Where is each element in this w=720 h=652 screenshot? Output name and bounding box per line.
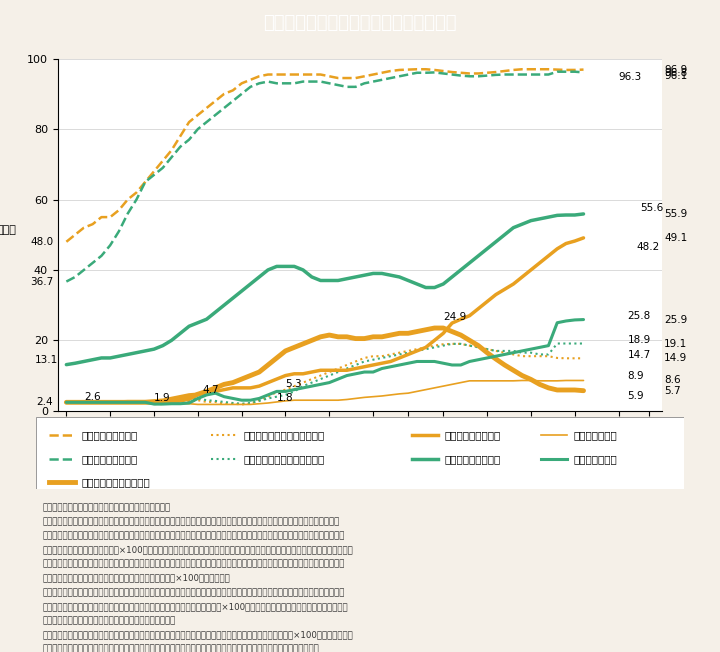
Text: 大学院（女子）: 大学院（女子） — [574, 430, 618, 440]
Text: 96.8: 96.8 — [664, 68, 688, 78]
Text: 18.9: 18.9 — [627, 335, 651, 346]
Text: 24.9: 24.9 — [444, 312, 467, 323]
Text: 5.3: 5.3 — [286, 379, 302, 389]
Text: 4.7: 4.7 — [202, 385, 219, 394]
Text: 5.9: 5.9 — [627, 391, 644, 401]
Text: ／「３年前の中学卒業者及び中等教育学校前期課程修了者数」×100により算出。ただし，入学者には，大学又は: ／「３年前の中学卒業者及び中等教育学校前期課程修了者数」×100により算出。ただ… — [42, 602, 348, 611]
Text: 8.6: 8.6 — [664, 376, 681, 385]
Text: 短期大学の通信制への入学者を含まない。: 短期大学の通信制への入学者を含まない。 — [42, 616, 176, 625]
Text: 96.1: 96.1 — [664, 71, 688, 81]
Text: （備考）　１．文部科学省「学校基本調査」より作成。: （備考） １．文部科学省「学校基本調査」より作成。 — [42, 503, 171, 512]
Text: ３．専修学校（専門課程）進学率は，「専修学校（専門課程）入学者数（過年度高卒者等を含む。）」／「３年前の中学: ３．専修学校（専門課程）進学率は，「専修学校（専門課程）入学者数（過年度高卒者等… — [42, 559, 345, 569]
Text: 短期大学（本科，女子）: 短期大学（本科，女子） — [81, 477, 150, 487]
Text: 大学（学部，男子）: 大学（学部，男子） — [444, 454, 500, 464]
Text: 2.4: 2.4 — [37, 397, 53, 408]
Text: 36.7: 36.7 — [30, 276, 53, 286]
Text: ２．高等学校等への進学率は，「高等学校，中等教育学校後期課程及び特別支援学校高等部の本科・別科並びに高等専: ２．高等学校等への進学率は，「高等学校，中等教育学校後期課程及び特別支援学校高等… — [42, 518, 340, 526]
Text: 55.9: 55.9 — [664, 209, 688, 219]
Text: 2.6: 2.6 — [84, 393, 101, 402]
Text: 1.8: 1.8 — [276, 393, 293, 404]
Text: 専修学校（専門課程，女子）: 専修学校（専門課程，女子） — [243, 430, 325, 440]
Text: 高等学校等（男子）: 高等学校等（男子） — [81, 454, 138, 464]
Text: 19.1: 19.1 — [664, 338, 688, 349]
Text: ４．大学（学部）及び短期大学（本科）進学率は，「大学学部（短期大学本科）入学者数（過年度高卒者等を含む。）」: ４．大学（学部）及び短期大学（本科）進学率は，「大学学部（短期大学本科）入学者数… — [42, 588, 345, 597]
Text: 8.9: 8.9 — [627, 370, 644, 381]
Text: 卒業者及び中等教育学校前期課程修了者」×100により算出。: 卒業者及び中等教育学校前期課程修了者」×100により算出。 — [42, 574, 230, 583]
Text: 大学（学部，女子）: 大学（学部，女子） — [444, 430, 500, 440]
Text: 高等学校等（女子）: 高等学校等（女子） — [81, 430, 138, 440]
Text: 13.1: 13.1 — [35, 355, 58, 364]
Text: 14.7: 14.7 — [627, 350, 651, 360]
Text: 1.9: 1.9 — [154, 393, 171, 404]
FancyBboxPatch shape — [36, 417, 684, 489]
Text: 前期課程修了者」×100により算出。ただし，進学者には，高等学校の通信制課程（本科）への進学者を含まない。: 前期課程修了者」×100により算出。ただし，進学者には，高等学校の通信制課程（本… — [42, 546, 354, 555]
Text: 96.9: 96.9 — [664, 65, 688, 74]
Text: 14.9: 14.9 — [664, 353, 688, 363]
Text: 48.0: 48.0 — [30, 237, 53, 246]
Text: 25.9: 25.9 — [664, 314, 688, 325]
Y-axis label: （％）: （％） — [0, 225, 16, 235]
Text: 48.2: 48.2 — [636, 242, 660, 252]
Text: 大学院（男子）: 大学院（男子） — [574, 454, 618, 464]
Text: 25.8: 25.8 — [627, 312, 651, 321]
Text: 96.3: 96.3 — [618, 72, 642, 82]
Text: 49.1: 49.1 — [664, 233, 688, 243]
Text: 学部，歯学部は博士課程への進学者。）。ただし，進学者には，大学院の通信制への進学者を含まない。: 学部，歯学部は博士課程への進学者。）。ただし，進学者には，大学院の通信制への進学… — [42, 644, 320, 652]
Text: 門学校に進学した者（就職進学した者を含み，過年度中卒者等は含まない。）」／「中学校卒業者及び中等教育学校: 門学校に進学した者（就職進学した者を含み，過年度中卒者等は含まない。）」／「中学… — [42, 531, 345, 541]
Text: ５．大学院進学率は，「大学学部卒業後直ちに大学院に進学した者の数」／「大学学部卒業者数」×100により算出（医: ５．大学院進学率は，「大学学部卒業後直ちに大学院に進学した者の数」／「大学学部卒… — [42, 630, 354, 639]
Text: 5.7: 5.7 — [664, 386, 681, 396]
Text: Ｉ－５－１図　学校種類別進学率の推移: Ｉ－５－１図 学校種類別進学率の推移 — [264, 14, 456, 32]
Text: 専修学校（専門課程，男子）: 専修学校（専門課程，男子） — [243, 454, 325, 464]
Text: 55.6: 55.6 — [641, 203, 664, 213]
